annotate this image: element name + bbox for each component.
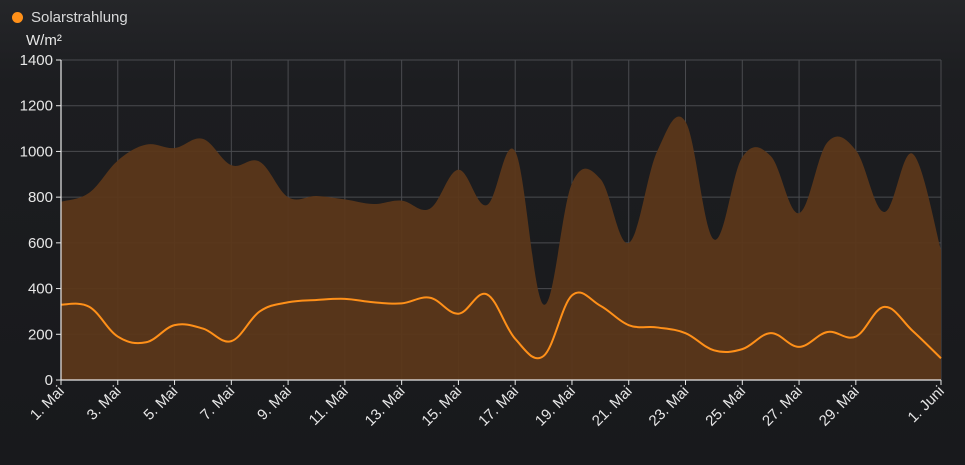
y-axis-ticks: 0 200 400 600 800 1000 1200 1400	[20, 52, 61, 389]
y-tick-label: 0	[45, 372, 53, 389]
x-tick-label: 19. Mai	[532, 383, 579, 430]
x-tick-label: 11. Mai	[306, 383, 352, 429]
x-tick-label: 7. Mai	[197, 383, 238, 424]
x-axis-ticks: 1. Mai 3. Mai 5. Mai 7. Mai 9. Mai 11. Mai 13.…	[27, 380, 948, 430]
max-area	[61, 116, 941, 381]
legend[interactable]: Solarstrahlung	[12, 9, 128, 26]
x-tick-label: 25. Mai	[702, 383, 749, 430]
x-tick-label: 9. Mai	[254, 383, 295, 424]
x-tick-label: 15. Mai	[418, 383, 465, 430]
x-tick-label: 17. Mai	[475, 383, 522, 430]
x-tick-label: 13. Mai	[362, 383, 409, 430]
axes	[60, 60, 941, 381]
x-tick-label: 3. Mai	[84, 383, 125, 424]
x-tick-label: 21. Mai	[589, 383, 636, 430]
y-tick-label: 800	[28, 189, 53, 206]
y-tick-label: 1200	[20, 98, 53, 115]
x-tick-label: 1. Juni	[905, 383, 948, 426]
y-tick-label: 200	[28, 326, 53, 343]
y-tick-label: 1400	[20, 52, 53, 69]
solar-radiation-line	[60, 291, 942, 360]
y-tick-label: 600	[28, 235, 53, 252]
x-tick-label: 23. Mai	[646, 383, 693, 430]
y-tick-label: 1000	[20, 143, 53, 160]
y-tick-label: 400	[28, 281, 53, 298]
x-tick-label: 5. Mai	[140, 383, 181, 424]
legend-color-marker	[12, 12, 23, 23]
x-tick-label: 27. Mai	[759, 383, 806, 430]
legend-label: Solarstrahlung	[31, 9, 128, 26]
x-tick-label: 29. Mai	[816, 383, 863, 430]
y-axis-unit-label: W/m²	[26, 32, 62, 49]
